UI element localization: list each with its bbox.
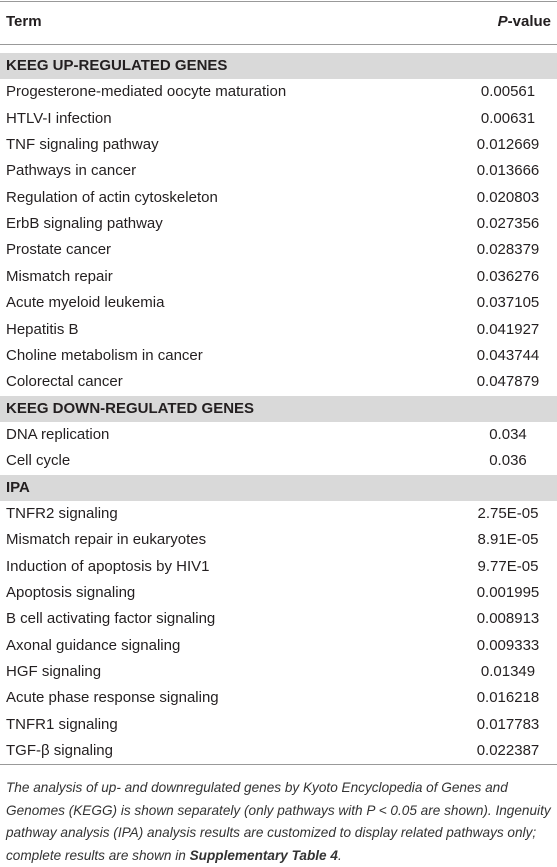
term: Induction of apoptosis by HIV1 <box>6 557 210 575</box>
p-value: 0.01349 <box>480 663 536 681</box>
p-value: 0.027356 <box>476 215 540 233</box>
term: DNA replication <box>6 425 110 443</box>
p-value: 0.017783 <box>476 715 540 733</box>
p-value: 0.022387 <box>476 742 540 760</box>
term: Progesterone-mediated oocyte maturation <box>6 83 287 101</box>
term: HTLV-I infection <box>6 109 112 127</box>
term: ErbB signaling pathway <box>6 215 163 233</box>
bottom-rule <box>0 764 557 766</box>
footnote: The analysis of up- and downregulated ge… <box>6 777 554 867</box>
term: TGF-β signaling <box>6 742 113 760</box>
p-value: 0.00561 <box>480 83 536 101</box>
p-value: 0.037105 <box>476 294 540 312</box>
term: B cell activating factor signaling <box>6 610 216 628</box>
p-value: 0.008913 <box>476 610 540 628</box>
p-value: 0.036276 <box>476 267 540 285</box>
p-value: 0.043744 <box>476 346 540 364</box>
term: Hepatitis B <box>6 320 79 338</box>
p-value: 0.009333 <box>476 636 540 654</box>
p-value: 0.00631 <box>480 109 536 127</box>
term: Axonal guidance signaling <box>6 636 181 654</box>
p-value: 0.001995 <box>476 584 540 601</box>
term: TNF signaling pathway <box>6 136 159 154</box>
term: Cell cycle <box>6 452 71 470</box>
section-band <box>0 395 557 422</box>
section-title: KEEG UP-REGULATED GENES <box>6 57 228 74</box>
term: Acute myeloid leukemia <box>6 294 165 312</box>
p-value: 0.047879 <box>476 373 540 391</box>
section-title: IPA <box>6 478 30 496</box>
header-pvalue: P-value <box>497 13 551 30</box>
p-value: 0.041927 <box>476 320 540 338</box>
p-value: 0.020803 <box>476 188 540 206</box>
p-value: 0.028379 <box>476 241 540 259</box>
p-value: 2.75E-05 <box>477 504 539 522</box>
section-band <box>0 474 557 501</box>
p-value: 8.91E-05 <box>477 531 539 549</box>
term: TNFR1 signaling <box>6 715 118 733</box>
term: Choline metabolism in cancer <box>6 346 203 364</box>
p-value: 0.034 <box>489 425 527 443</box>
term: HGF signaling <box>6 663 102 681</box>
term: TNFR2 signaling <box>6 504 118 522</box>
p-value: 0.016218 <box>476 689 540 707</box>
term: Regulation of actin cytoskeleton <box>6 188 218 206</box>
term: Mismatch repair in eukaryotes <box>6 531 207 549</box>
term: Colorectal cancer <box>6 373 123 391</box>
term: Prostate cancer <box>6 241 112 259</box>
section-title: KEEG DOWN-REGULATED GENES <box>6 399 255 417</box>
p-value: 0.013666 <box>476 162 540 180</box>
p-value: 0.012669 <box>476 136 540 154</box>
term: Pathways in cancer <box>6 162 137 180</box>
p-value: 0.036 <box>489 452 527 470</box>
header-term: Term <box>6 13 42 30</box>
term: Apoptosis signaling <box>6 584 136 601</box>
top-rule <box>0 1 557 2</box>
p-value: 9.77E-05 <box>477 557 539 575</box>
header-rule <box>0 44 557 45</box>
term: Mismatch repair <box>6 267 113 285</box>
section-band <box>0 53 557 79</box>
footnote-emphasis: Supplementary Table 4 <box>189 847 338 863</box>
footnote-text: The analysis of up- and downregulated ge… <box>6 780 551 863</box>
footnote-end: . <box>337 847 342 863</box>
term: Acute phase response signaling <box>6 689 219 707</box>
